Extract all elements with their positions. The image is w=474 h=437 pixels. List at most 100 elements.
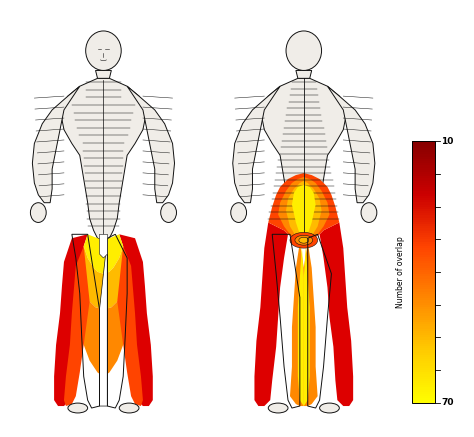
Bar (412, 200, 435, 202)
Bar (412, 388, 435, 390)
Bar (412, 383, 435, 385)
Bar (412, 153, 435, 154)
Ellipse shape (30, 203, 46, 222)
Bar (412, 302, 435, 305)
Bar (412, 276, 435, 278)
Bar (412, 355, 435, 357)
Bar (412, 146, 435, 148)
Bar (412, 218, 435, 220)
Bar (412, 150, 435, 153)
Bar (412, 205, 435, 207)
Bar (412, 246, 435, 248)
Bar (412, 222, 435, 224)
Bar (412, 235, 435, 237)
Bar (412, 311, 435, 313)
Bar (412, 361, 435, 364)
Polygon shape (292, 185, 316, 236)
Polygon shape (78, 270, 129, 376)
Bar (412, 375, 435, 377)
Bar (412, 172, 435, 174)
Bar (412, 400, 435, 402)
Bar (412, 322, 435, 324)
Bar (412, 342, 435, 344)
Bar (412, 250, 435, 253)
Bar (412, 237, 435, 239)
Bar (412, 381, 435, 383)
Ellipse shape (231, 203, 246, 222)
Text: Number of overlap: Number of overlap (396, 236, 405, 308)
Bar (412, 379, 435, 381)
Bar (412, 298, 435, 300)
Bar (412, 291, 435, 294)
Polygon shape (268, 173, 339, 240)
Bar (412, 268, 435, 270)
Ellipse shape (268, 403, 288, 413)
Bar (412, 394, 435, 396)
Ellipse shape (290, 232, 318, 248)
Bar (412, 174, 435, 176)
Bar (412, 159, 435, 161)
Bar (412, 283, 435, 285)
Bar (412, 335, 435, 337)
Bar (412, 289, 435, 291)
Bar (412, 353, 435, 355)
Bar (412, 231, 435, 233)
Polygon shape (304, 242, 318, 406)
Bar (412, 239, 435, 242)
Bar (412, 337, 435, 340)
Polygon shape (328, 86, 375, 203)
Bar (412, 348, 435, 350)
Polygon shape (304, 246, 310, 406)
Bar (412, 215, 435, 218)
Bar (412, 229, 435, 231)
Polygon shape (290, 242, 304, 406)
Bar (412, 285, 435, 287)
Bar (412, 148, 435, 150)
Polygon shape (255, 222, 288, 406)
Bar (412, 300, 435, 302)
Bar (412, 316, 435, 318)
Bar (412, 270, 435, 272)
Polygon shape (233, 86, 280, 203)
Bar (412, 255, 435, 257)
Bar (412, 196, 435, 198)
Bar (412, 385, 435, 388)
Bar (412, 296, 435, 298)
Ellipse shape (286, 31, 321, 70)
Bar (412, 287, 435, 289)
Bar (412, 318, 435, 320)
Polygon shape (117, 246, 143, 406)
Polygon shape (54, 234, 88, 406)
Polygon shape (80, 246, 127, 309)
Bar (412, 198, 435, 200)
Bar (412, 366, 435, 368)
Bar (412, 392, 435, 394)
Bar (412, 396, 435, 398)
Bar (412, 398, 435, 400)
Bar (412, 309, 435, 311)
Bar (412, 350, 435, 353)
Bar (412, 390, 435, 392)
Bar (412, 224, 435, 226)
Polygon shape (298, 246, 304, 406)
Bar (412, 187, 435, 189)
Bar (412, 207, 435, 209)
Bar (412, 313, 435, 316)
Ellipse shape (295, 235, 313, 245)
Polygon shape (32, 86, 80, 203)
Text: 10: 10 (441, 137, 454, 146)
Bar (412, 178, 435, 180)
Bar (412, 142, 435, 402)
Bar (412, 226, 435, 229)
Ellipse shape (86, 31, 121, 70)
Bar (412, 266, 435, 268)
Bar (412, 259, 435, 261)
Ellipse shape (119, 403, 139, 413)
Bar (412, 156, 435, 159)
Polygon shape (119, 234, 153, 406)
Bar (412, 183, 435, 185)
Bar (412, 340, 435, 342)
Bar (412, 329, 435, 331)
Bar (412, 191, 435, 194)
Ellipse shape (361, 203, 377, 222)
